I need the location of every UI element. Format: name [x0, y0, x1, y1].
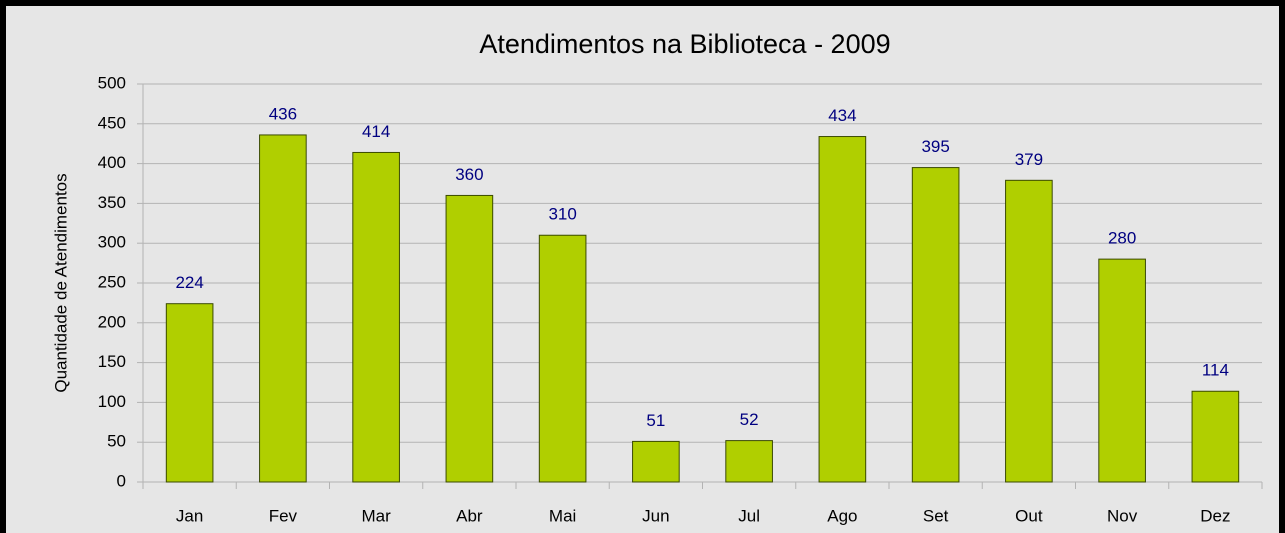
y-tick-label: 350: [98, 193, 126, 212]
bar: [538, 234, 587, 483]
x-tick-label: Set: [923, 506, 949, 525]
x-tick-label: Nov: [1107, 506, 1138, 525]
x-tick-label: Jan: [176, 506, 203, 525]
bar: [352, 151, 400, 483]
data-label: 360: [455, 165, 483, 184]
x-tick-label: Abr: [456, 506, 483, 525]
x-tick-label: Jun: [642, 506, 669, 525]
y-tick-label: 300: [98, 233, 126, 252]
y-axis-label: Quantidade de Atendimentos: [51, 173, 70, 392]
chart-title: Atendimentos na Biblioteca - 2009: [479, 29, 890, 59]
x-tick-label: Dez: [1200, 506, 1230, 525]
x-tick-label: Mar: [361, 506, 391, 525]
data-label: 414: [362, 122, 390, 141]
bar: [1005, 179, 1053, 483]
data-label: 114: [1202, 361, 1229, 380]
x-tick-label: Ago: [827, 506, 857, 525]
bar: [165, 303, 214, 483]
bar: [725, 440, 773, 483]
x-tick-label: Fev: [269, 506, 298, 525]
data-label: 280: [1108, 229, 1136, 248]
data-label: 51: [646, 411, 665, 430]
y-tick-label: 500: [98, 73, 126, 92]
bar: [1191, 390, 1240, 483]
data-label: 395: [921, 137, 949, 156]
bar: [259, 134, 307, 483]
y-tick-label: 0: [117, 471, 126, 490]
bar: [1098, 258, 1146, 483]
x-tick-label: Out: [1015, 506, 1043, 525]
data-label: 379: [1015, 150, 1043, 169]
x-tick-label: Mai: [549, 506, 576, 525]
y-tick-label: 400: [98, 153, 126, 172]
bar: [632, 440, 680, 483]
y-tick-label: 50: [107, 432, 126, 451]
data-label: 52: [740, 410, 759, 429]
bar: [445, 194, 494, 483]
bar: [818, 136, 867, 483]
y-tick-label: 250: [98, 272, 126, 291]
data-label: 436: [269, 104, 297, 123]
bar: [911, 167, 960, 483]
y-tick-label: 450: [98, 113, 126, 132]
data-label: 224: [175, 273, 203, 292]
y-tick-label: 200: [98, 312, 126, 331]
data-label: 310: [548, 205, 576, 224]
y-tick-label: 100: [98, 392, 126, 411]
y-tick-label: 150: [98, 352, 126, 371]
data-label: 434: [828, 106, 856, 125]
x-tick-label: Jul: [738, 506, 760, 525]
